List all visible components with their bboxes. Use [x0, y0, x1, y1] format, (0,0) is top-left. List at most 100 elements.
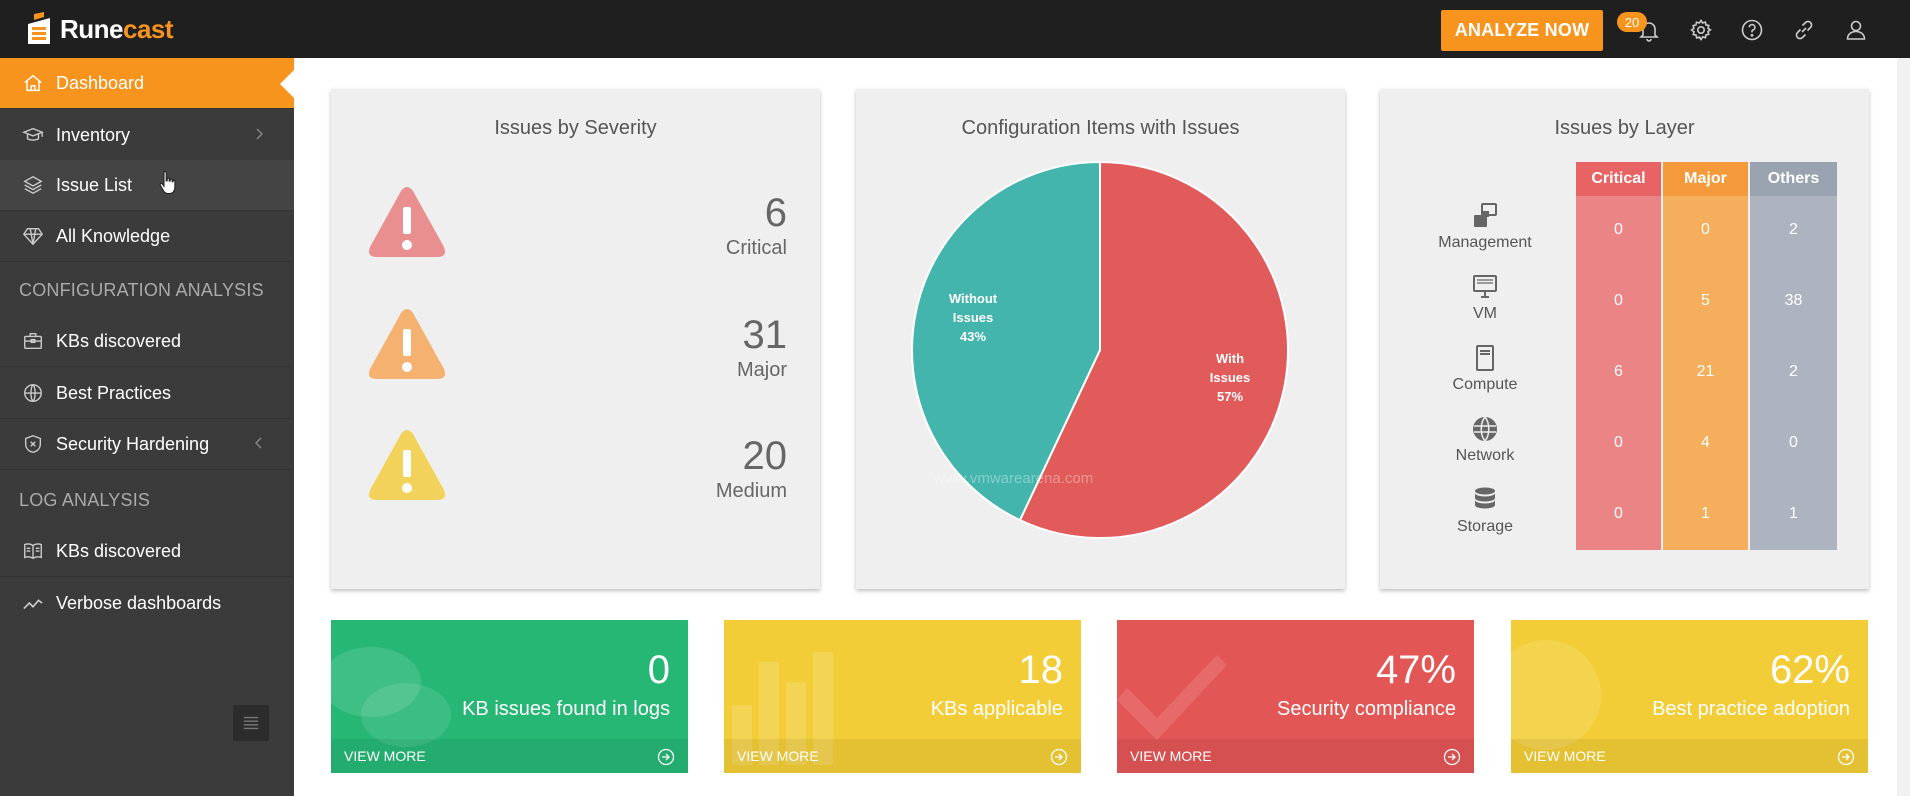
column-header-critical: Critical [1576, 162, 1661, 196]
sidebar-item-all-knowledge[interactable]: All Knowledge [0, 211, 294, 262]
user-icon[interactable] [1843, 17, 1869, 43]
tile-label: KBs applicable [930, 698, 1063, 720]
cell-network-critical[interactable]: 0 [1614, 434, 1623, 451]
severity-row-critical[interactable]: 6 Critical [367, 185, 787, 275]
view-more-link[interactable]: VIEW MORE [1117, 739, 1474, 773]
sidebar-item-issue-list[interactable]: Issue List [0, 160, 294, 211]
tile-kbs-applicable[interactable]: 18 KBs applicable VIEW MORE [724, 620, 1081, 773]
column-major: 0 5 21 4 1 [1663, 196, 1748, 550]
help-icon[interactable] [1739, 17, 1765, 43]
view-more-link[interactable]: VIEW MORE [1511, 739, 1868, 773]
layer-name-compute: Compute [1452, 376, 1518, 393]
cell-compute-critical[interactable]: 6 [1614, 363, 1623, 380]
sidebar-item-best-practices[interactable]: Best Practices [0, 368, 294, 419]
gear-icon[interactable] [1688, 17, 1714, 43]
layers-icon [21, 173, 45, 197]
cell-storage-major[interactable]: 1 [1701, 505, 1710, 522]
pie-label-line: Issues [1209, 370, 1251, 385]
database-icon [1470, 485, 1500, 515]
medium-label: Medium [715, 480, 787, 502]
tile-label: Best practice adoption [1652, 698, 1850, 720]
bar-chart-icon [732, 652, 833, 765]
tile-label: Security compliance [1277, 698, 1456, 720]
analyze-now-button[interactable]: ANALYZE NOW [1441, 10, 1603, 51]
tile-value: 0 [647, 648, 670, 692]
layer-name-management: Management [1438, 234, 1532, 251]
cell-storage-critical[interactable]: 0 [1614, 505, 1623, 522]
pie-label-pct: 57% [1216, 389, 1244, 404]
cell-compute-major[interactable]: 21 [1696, 363, 1715, 380]
sidebar-item-label: Dashboard [56, 72, 145, 93]
pie-label-without-issues: Without Issues 43% [943, 289, 1003, 346]
issues-by-layer-panel: Issues by Layer Critical Major Others 0 … [1380, 89, 1869, 589]
notification-badge[interactable]: 20 [1617, 12, 1647, 32]
warning-triangle-icon [368, 430, 446, 500]
server-icon [1470, 343, 1500, 373]
view-more-label: VIEW MORE [737, 748, 819, 764]
menu-icon [243, 716, 259, 730]
diamond-icon [21, 224, 45, 248]
pie-slice-without-issues[interactable] [911, 160, 1101, 522]
arrow-circle-right-icon [1443, 748, 1461, 766]
top-bar: Runecast ANALYZE NOW 20 [0, 0, 1910, 58]
sidebar-item-kbs-discovered-config[interactable]: KBs discovered [0, 316, 294, 367]
severity-row-medium[interactable]: 20 Medium [367, 428, 787, 518]
cell-compute-others[interactable]: 2 [1789, 363, 1798, 380]
hand-cursor-icon [159, 170, 176, 195]
pie-chart[interactable]: With Issues 57% Without Issues 43% www.v… [910, 160, 1290, 540]
column-header-others: Others [1750, 162, 1837, 196]
active-item-notch [280, 70, 294, 98]
checkmark-icon [1117, 655, 1227, 740]
critical-label: Critical [725, 237, 787, 259]
logo-suffix: cast [123, 13, 174, 44]
severity-row-major[interactable]: 31 Major [367, 307, 787, 397]
arrow-circle-right-icon [1837, 748, 1855, 766]
pie-label-with-issues: With Issues 57% [1200, 349, 1260, 406]
cell-network-major[interactable]: 4 [1701, 434, 1710, 451]
column-others: 2 38 2 0 1 [1750, 196, 1837, 550]
link-icon[interactable] [1791, 17, 1817, 43]
panel-title: Issues by Severity [494, 117, 657, 139]
tile-value: 47% [1375, 648, 1456, 692]
sidebar-item-dashboard[interactable]: Dashboard [0, 58, 294, 109]
scrollbar[interactable] [1897, 58, 1910, 796]
pie-label-pct: 43% [959, 329, 987, 344]
cell-management-major[interactable]: 0 [1701, 221, 1710, 238]
view-more-label: VIEW MORE [344, 748, 426, 764]
cell-network-others[interactable]: 0 [1789, 434, 1798, 451]
network-globe-icon [1470, 414, 1500, 444]
sidebar-item-verbose-dashboards[interactable]: Verbose dashboards [0, 578, 294, 629]
tile-value: 62% [1769, 648, 1850, 692]
tile-best-practice-adoption[interactable]: 62% Best practice adoption VIEW MORE [1511, 620, 1868, 773]
view-more-link[interactable]: VIEW MORE [331, 739, 688, 773]
home-icon [21, 71, 45, 95]
sidebar-item-kbs-discovered-log[interactable]: KBs discovered [0, 526, 294, 577]
cell-management-critical[interactable]: 0 [1614, 221, 1623, 238]
arrow-circle-right-icon [1050, 748, 1068, 766]
watermark-text: www.vmwarearena.com [934, 470, 1094, 487]
view-more-link[interactable]: VIEW MORE [724, 739, 1081, 773]
sidebar-item-security-hardening[interactable]: Security Hardening [0, 419, 294, 470]
warning-triangle-icon [368, 309, 446, 379]
trend-icon [21, 592, 45, 616]
cell-vm-others[interactable]: 38 [1784, 292, 1803, 309]
tile-kb-issues-logs[interactable]: 0 KB issues found in logs VIEW MORE [331, 620, 688, 773]
globe-icon [1511, 640, 1601, 750]
cell-vm-critical[interactable]: 0 [1614, 292, 1623, 309]
cell-management-others[interactable]: 2 [1789, 221, 1798, 238]
sidebar-item-inventory[interactable]: Inventory [0, 110, 294, 161]
tile-value: 18 [1018, 648, 1064, 692]
pie-slice-with-issues[interactable] [1018, 160, 1289, 539]
tile-security-compliance[interactable]: 47% Security compliance VIEW MORE [1117, 620, 1474, 773]
chevron-right-icon [256, 128, 263, 140]
runecast-logo[interactable]: Runecast [24, 10, 174, 48]
briefcase-icon [21, 329, 45, 353]
chat-bubble-icon [331, 647, 451, 747]
sidebar-toggle-button[interactable] [233, 705, 269, 741]
sidebar-item-label: KBs discovered [56, 330, 182, 351]
logo-text: Runecast [60, 13, 174, 45]
cell-vm-major[interactable]: 5 [1701, 292, 1710, 309]
pie-label-line: Issues [952, 310, 994, 325]
cell-storage-others[interactable]: 1 [1789, 505, 1798, 522]
monitor-icon [1470, 272, 1500, 302]
